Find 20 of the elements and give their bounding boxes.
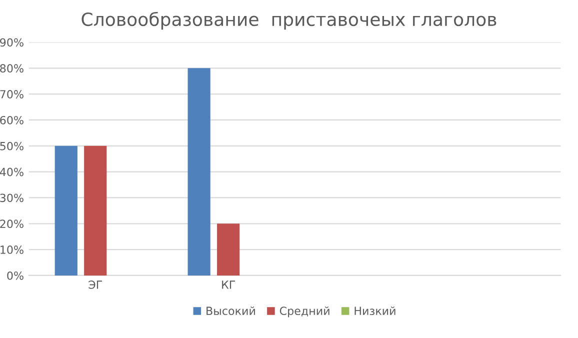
y-tick-label: 60%	[0, 116, 24, 124]
x-tick-label: КГ	[222, 280, 235, 289]
bar	[84, 146, 107, 276]
y-tick-label: 20%	[0, 220, 24, 228]
y-tick-label: 50%	[0, 142, 24, 150]
legend-label: Низкий	[354, 306, 396, 316]
y-tick-label: 0%	[7, 271, 24, 280]
y-tick-label: 90%	[0, 38, 24, 47]
y-tick-label: 40%	[0, 168, 24, 176]
y-tick-label: 30%	[0, 194, 24, 202]
y-tick-label: 70%	[0, 90, 24, 98]
bar	[217, 224, 240, 276]
y-tick-label: 80%	[0, 64, 24, 73]
y-tick-label: 10%	[0, 246, 24, 254]
legend-label: Высокий	[206, 306, 255, 316]
legend-label: Средний	[280, 306, 330, 318]
chart-title: Словообразование приставочеых глаголов	[82, 12, 496, 30]
x-tick-label: ЭГ	[88, 280, 102, 289]
bar	[188, 68, 210, 276]
bar	[54, 146, 78, 276]
